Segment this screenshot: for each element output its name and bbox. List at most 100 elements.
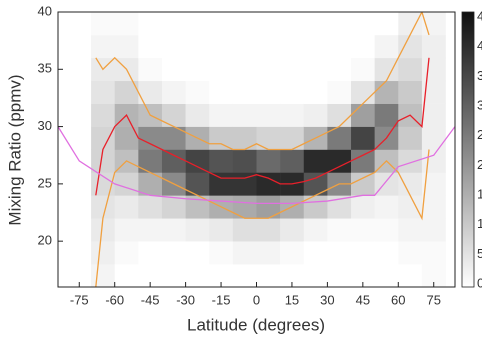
x-tick-label: -60	[105, 292, 124, 307]
heatmap-cell	[91, 12, 116, 36]
x-axis-label: Latitude (degrees)	[187, 315, 325, 334]
colorbar-label: 2	[477, 127, 482, 142]
heatmap-cell	[303, 172, 328, 196]
heatmap-cell	[374, 218, 399, 242]
heatmap-cell	[256, 218, 281, 242]
heatmap-cell	[303, 57, 328, 82]
heatmap-cell	[398, 126, 423, 150]
heatmap-cell	[327, 195, 352, 219]
heatmap-cell	[185, 12, 210, 36]
heatmap-cell	[161, 12, 186, 36]
heatmap-cell	[138, 149, 163, 173]
heatmap-cell	[185, 57, 210, 82]
heatmap-cell	[280, 103, 305, 127]
heatmap-cell	[303, 34, 328, 59]
heatmap-cell	[185, 241, 210, 265]
heatmap-cell	[256, 80, 281, 104]
heatmap-cell	[114, 12, 139, 36]
heatmap-cell	[421, 149, 446, 173]
heatmap-cell	[114, 218, 139, 242]
heatmap-cell	[280, 80, 305, 104]
heatmap-cell	[351, 218, 375, 242]
heatmap-cell	[421, 126, 446, 150]
heatmap-cell	[374, 264, 399, 287]
heatmap-cell	[91, 126, 116, 150]
heatmap-cell	[91, 149, 116, 173]
heatmap-cell	[114, 195, 139, 219]
heatmap-cell	[232, 103, 257, 127]
heatmap-cell	[280, 57, 305, 82]
heatmap-cell	[114, 264, 139, 287]
heatmap-cell	[421, 264, 446, 287]
heatmap-cell	[232, 34, 257, 59]
heatmap-cell	[327, 126, 352, 150]
heatmap-cell	[280, 264, 305, 287]
line	[95, 12, 430, 151]
heatmap-cell	[351, 172, 375, 196]
y-tick-label: 25	[38, 175, 52, 190]
colorbar	[461, 11, 475, 288]
heatmap-cell	[91, 241, 116, 265]
heatmap-cell	[280, 34, 305, 59]
x-tick-label: -15	[212, 292, 231, 307]
heatmap	[58, 12, 455, 287]
heatmap-cell	[185, 195, 210, 219]
x-tick-label: 60	[391, 292, 405, 307]
heatmap-cell	[303, 80, 328, 104]
colorbar-label: 0	[477, 275, 482, 290]
heatmap-cell	[232, 218, 257, 242]
heatmap-cell	[421, 241, 446, 265]
heatmap-cell	[161, 80, 186, 104]
heatmap-cell	[374, 34, 399, 59]
heatmap-cell	[138, 80, 163, 104]
heatmap-cell	[256, 172, 281, 196]
colorbar-label: 4	[477, 8, 482, 23]
heatmap-cell	[351, 195, 375, 219]
heatmap-cell	[351, 103, 375, 127]
heatmap-cell	[232, 241, 257, 265]
heatmap-cell	[327, 218, 352, 242]
heatmap-cell	[351, 57, 375, 82]
heatmap-cell	[185, 34, 210, 59]
heatmap-cell	[256, 57, 281, 82]
line	[95, 149, 430, 287]
heatmap-cell	[374, 241, 399, 265]
x-tick-label: -30	[176, 292, 195, 307]
heatmap-cell	[303, 241, 328, 265]
heatmap-cell	[351, 264, 375, 287]
heatmap-cell	[374, 195, 399, 219]
x-tick-label: 75	[426, 292, 440, 307]
heatmap-cell	[114, 126, 139, 150]
heatmap-cell	[185, 218, 210, 242]
heatmap-cell	[185, 103, 210, 127]
heatmap-cell	[114, 241, 139, 265]
heatmap-cell	[232, 149, 257, 173]
heatmap-cell	[256, 34, 281, 59]
heatmap-cell	[351, 149, 375, 173]
heatmap-cell	[209, 80, 234, 104]
heatmap-cell	[421, 218, 446, 242]
heatmap-cell	[138, 126, 163, 150]
heatmap-cell	[256, 241, 281, 265]
heatmap-cell	[398, 195, 423, 219]
heatmap-cell	[161, 57, 186, 82]
heatmap-cell	[256, 126, 281, 150]
x-tick-label: 0	[253, 292, 260, 307]
heatmap-cell	[398, 57, 423, 82]
heatmap-cell	[91, 195, 116, 219]
heatmap-cell	[138, 264, 163, 287]
x-tick-label: -75	[70, 292, 89, 307]
y-tick-label: 20	[38, 233, 52, 248]
heatmap-cell	[421, 34, 446, 59]
heatmap-cell	[209, 172, 234, 196]
heatmap-cell	[256, 103, 281, 127]
heatmap-cell	[161, 264, 186, 287]
heatmap-cell	[374, 12, 399, 36]
heatmap-cell	[280, 126, 305, 150]
x-tick-label: -45	[141, 292, 160, 307]
y-tick-label: 40	[38, 3, 52, 18]
heatmap-cell	[327, 12, 352, 36]
y-tick-label: 35	[38, 61, 52, 76]
heatmap-cell	[185, 80, 210, 104]
heatmap-cell	[161, 195, 186, 219]
